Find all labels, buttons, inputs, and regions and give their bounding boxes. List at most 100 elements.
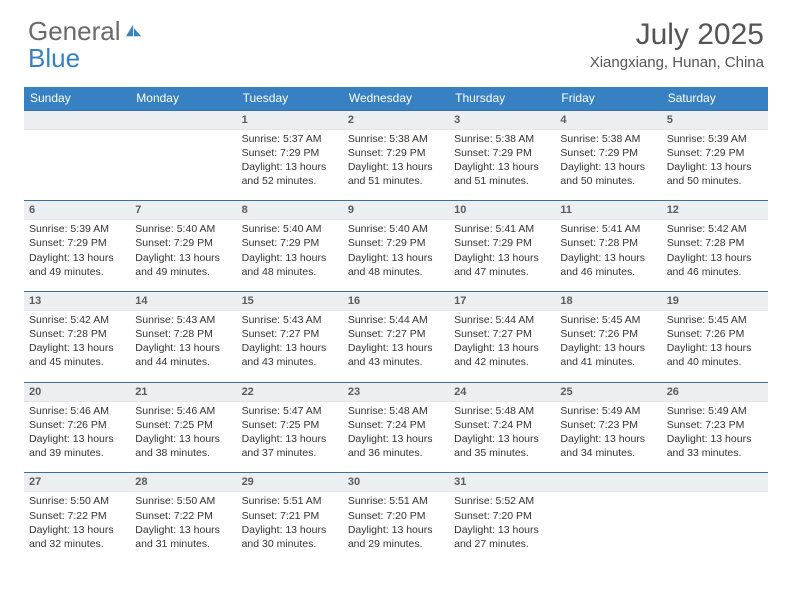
weekday-wednesday: Wednesday <box>343 87 449 110</box>
weekday-header-row: SundayMondayTuesdayWednesdayThursdayFrid… <box>24 87 768 110</box>
day-number: 1 <box>237 111 343 130</box>
day-cell: 4Sunrise: 5:38 AMSunset: 7:29 PMDaylight… <box>555 111 661 201</box>
week-row: 20Sunrise: 5:46 AMSunset: 7:26 PMDayligh… <box>24 382 768 473</box>
day-cell: 22Sunrise: 5:47 AMSunset: 7:25 PMDayligh… <box>237 383 343 473</box>
day-details: Sunrise: 5:48 AMSunset: 7:24 PMDaylight:… <box>449 402 555 473</box>
day-details: Sunrise: 5:47 AMSunset: 7:25 PMDaylight:… <box>237 402 343 473</box>
day-cell: 20Sunrise: 5:46 AMSunset: 7:26 PMDayligh… <box>24 383 130 473</box>
day-number: 10 <box>449 201 555 220</box>
day-details: Sunrise: 5:44 AMSunset: 7:27 PMDaylight:… <box>343 311 449 382</box>
day-number: 25 <box>555 383 661 402</box>
day-number: 20 <box>24 383 130 402</box>
day-details: Sunrise: 5:38 AMSunset: 7:29 PMDaylight:… <box>343 130 449 201</box>
title-block: July 2025 Xiangxiang, Hunan, China <box>590 18 764 71</box>
day-details: Sunrise: 5:52 AMSunset: 7:20 PMDaylight:… <box>449 492 555 563</box>
logo-word-blue: Blue <box>28 43 80 73</box>
calendar: SundayMondayTuesdayWednesdayThursdayFrid… <box>24 87 768 563</box>
day-cell: 2Sunrise: 5:38 AMSunset: 7:29 PMDaylight… <box>343 111 449 201</box>
weekday-thursday: Thursday <box>449 87 555 110</box>
day-cell: 15Sunrise: 5:43 AMSunset: 7:27 PMDayligh… <box>237 292 343 382</box>
day-number: 13 <box>24 292 130 311</box>
day-details: Sunrise: 5:45 AMSunset: 7:26 PMDaylight:… <box>555 311 661 382</box>
day-cell: 14Sunrise: 5:43 AMSunset: 7:28 PMDayligh… <box>130 292 236 382</box>
day-cell: 23Sunrise: 5:48 AMSunset: 7:24 PMDayligh… <box>343 383 449 473</box>
day-number: 19 <box>662 292 768 311</box>
logo: GeneralBlue <box>28 18 144 73</box>
empty-head <box>24 111 130 130</box>
day-cell: 31Sunrise: 5:52 AMSunset: 7:20 PMDayligh… <box>449 473 555 563</box>
day-details: Sunrise: 5:44 AMSunset: 7:27 PMDaylight:… <box>449 311 555 382</box>
empty-body <box>130 130 236 194</box>
day-details: Sunrise: 5:46 AMSunset: 7:26 PMDaylight:… <box>24 402 130 473</box>
day-details: Sunrise: 5:41 AMSunset: 7:29 PMDaylight:… <box>449 220 555 291</box>
day-cell: 11Sunrise: 5:41 AMSunset: 7:28 PMDayligh… <box>555 201 661 291</box>
logo-word-general: General <box>28 16 121 46</box>
day-number: 4 <box>555 111 661 130</box>
day-cell: 28Sunrise: 5:50 AMSunset: 7:22 PMDayligh… <box>130 473 236 563</box>
day-details: Sunrise: 5:51 AMSunset: 7:20 PMDaylight:… <box>343 492 449 563</box>
day-details: Sunrise: 5:50 AMSunset: 7:22 PMDaylight:… <box>24 492 130 563</box>
weekday-monday: Monday <box>130 87 236 110</box>
day-number: 14 <box>130 292 236 311</box>
empty-body <box>24 130 130 194</box>
empty-cell <box>24 111 130 201</box>
day-details: Sunrise: 5:45 AMSunset: 7:26 PMDaylight:… <box>662 311 768 382</box>
empty-cell <box>555 473 661 563</box>
day-cell: 29Sunrise: 5:51 AMSunset: 7:21 PMDayligh… <box>237 473 343 563</box>
week-row: 1Sunrise: 5:37 AMSunset: 7:29 PMDaylight… <box>24 110 768 201</box>
day-cell: 17Sunrise: 5:44 AMSunset: 7:27 PMDayligh… <box>449 292 555 382</box>
day-details: Sunrise: 5:49 AMSunset: 7:23 PMDaylight:… <box>555 402 661 473</box>
empty-cell <box>130 111 236 201</box>
day-number: 30 <box>343 473 449 492</box>
day-details: Sunrise: 5:49 AMSunset: 7:23 PMDaylight:… <box>662 402 768 473</box>
day-number: 26 <box>662 383 768 402</box>
day-details: Sunrise: 5:39 AMSunset: 7:29 PMDaylight:… <box>662 130 768 201</box>
day-cell: 19Sunrise: 5:45 AMSunset: 7:26 PMDayligh… <box>662 292 768 382</box>
empty-body <box>662 492 768 556</box>
day-cell: 30Sunrise: 5:51 AMSunset: 7:20 PMDayligh… <box>343 473 449 563</box>
day-details: Sunrise: 5:51 AMSunset: 7:21 PMDaylight:… <box>237 492 343 563</box>
day-details: Sunrise: 5:41 AMSunset: 7:28 PMDaylight:… <box>555 220 661 291</box>
day-cell: 10Sunrise: 5:41 AMSunset: 7:29 PMDayligh… <box>449 201 555 291</box>
day-cell: 24Sunrise: 5:48 AMSunset: 7:24 PMDayligh… <box>449 383 555 473</box>
day-details: Sunrise: 5:40 AMSunset: 7:29 PMDaylight:… <box>237 220 343 291</box>
day-number: 9 <box>343 201 449 220</box>
day-details: Sunrise: 5:46 AMSunset: 7:25 PMDaylight:… <box>130 402 236 473</box>
weekday-tuesday: Tuesday <box>237 87 343 110</box>
day-details: Sunrise: 5:42 AMSunset: 7:28 PMDaylight:… <box>662 220 768 291</box>
day-cell: 1Sunrise: 5:37 AMSunset: 7:29 PMDaylight… <box>237 111 343 201</box>
day-cell: 7Sunrise: 5:40 AMSunset: 7:29 PMDaylight… <box>130 201 236 291</box>
day-number: 24 <box>449 383 555 402</box>
day-cell: 8Sunrise: 5:40 AMSunset: 7:29 PMDaylight… <box>237 201 343 291</box>
location-text: Xiangxiang, Hunan, China <box>590 54 764 71</box>
day-details: Sunrise: 5:50 AMSunset: 7:22 PMDaylight:… <box>130 492 236 563</box>
day-cell: 27Sunrise: 5:50 AMSunset: 7:22 PMDayligh… <box>24 473 130 563</box>
day-number: 12 <box>662 201 768 220</box>
day-number: 5 <box>662 111 768 130</box>
day-cell: 3Sunrise: 5:38 AMSunset: 7:29 PMDaylight… <box>449 111 555 201</box>
day-details: Sunrise: 5:42 AMSunset: 7:28 PMDaylight:… <box>24 311 130 382</box>
day-number: 11 <box>555 201 661 220</box>
day-number: 3 <box>449 111 555 130</box>
day-details: Sunrise: 5:40 AMSunset: 7:29 PMDaylight:… <box>343 220 449 291</box>
day-number: 7 <box>130 201 236 220</box>
day-number: 23 <box>343 383 449 402</box>
day-details: Sunrise: 5:43 AMSunset: 7:27 PMDaylight:… <box>237 311 343 382</box>
week-row: 6Sunrise: 5:39 AMSunset: 7:29 PMDaylight… <box>24 200 768 291</box>
empty-head <box>130 111 236 130</box>
day-cell: 6Sunrise: 5:39 AMSunset: 7:29 PMDaylight… <box>24 201 130 291</box>
empty-head <box>662 473 768 492</box>
empty-cell <box>662 473 768 563</box>
day-cell: 18Sunrise: 5:45 AMSunset: 7:26 PMDayligh… <box>555 292 661 382</box>
day-number: 17 <box>449 292 555 311</box>
week-row: 13Sunrise: 5:42 AMSunset: 7:28 PMDayligh… <box>24 291 768 382</box>
day-number: 28 <box>130 473 236 492</box>
day-number: 16 <box>343 292 449 311</box>
day-number: 27 <box>24 473 130 492</box>
day-cell: 5Sunrise: 5:39 AMSunset: 7:29 PMDaylight… <box>662 111 768 201</box>
day-details: Sunrise: 5:38 AMSunset: 7:29 PMDaylight:… <box>449 130 555 201</box>
page-header: GeneralBlue July 2025 Xiangxiang, Hunan,… <box>0 0 792 77</box>
weeks-container: 1Sunrise: 5:37 AMSunset: 7:29 PMDaylight… <box>24 110 768 563</box>
day-details: Sunrise: 5:43 AMSunset: 7:28 PMDaylight:… <box>130 311 236 382</box>
day-details: Sunrise: 5:40 AMSunset: 7:29 PMDaylight:… <box>130 220 236 291</box>
